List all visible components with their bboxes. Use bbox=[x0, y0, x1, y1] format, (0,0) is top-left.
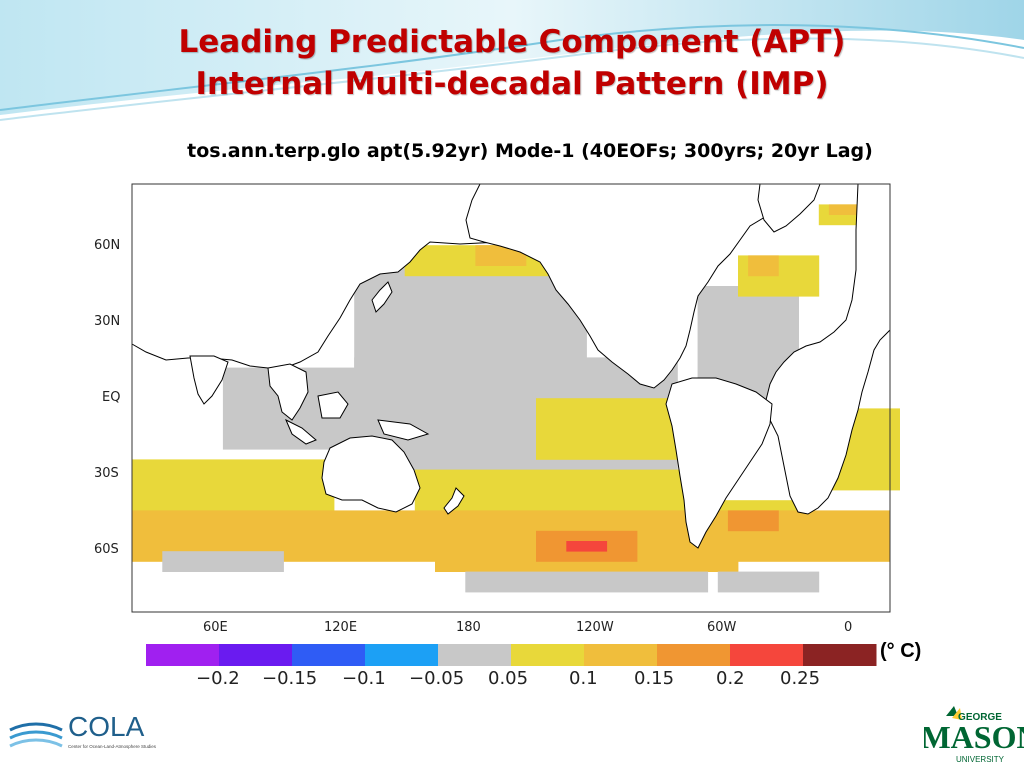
north-america-landmass bbox=[465, 183, 801, 389]
lon-label-60e: 60E bbox=[203, 620, 228, 635]
sst-cell bbox=[566, 541, 608, 552]
colorbar-swatch bbox=[292, 644, 366, 666]
colorbar-label-7: 0.15 bbox=[634, 668, 675, 689]
colorbar-swatch bbox=[584, 644, 658, 666]
lat-label-30n: 30N bbox=[94, 314, 121, 329]
lat-label-30s: 30S bbox=[94, 466, 119, 481]
australia-landmass bbox=[321, 435, 421, 513]
lon-label-120w: 120W bbox=[576, 620, 614, 635]
colorbar-swatch bbox=[730, 644, 804, 666]
lat-label-60n: 60N bbox=[94, 238, 121, 253]
colorbar-label-3: −0.1 bbox=[342, 668, 386, 689]
colorbar-swatch bbox=[219, 644, 293, 666]
slide-footer bbox=[0, 690, 1024, 768]
colorbar-swatch bbox=[803, 644, 877, 666]
sst-cell bbox=[717, 571, 820, 593]
sst-cell bbox=[828, 204, 870, 215]
colorbar-swatch bbox=[146, 644, 220, 666]
lat-label-eq: EQ bbox=[102, 390, 121, 405]
map-subtitle: tos.ann.terp.glo apt(5.92yr) Mode-1 (40E… bbox=[187, 140, 873, 162]
sst-cell bbox=[354, 265, 587, 368]
colorbar-swatch bbox=[438, 644, 512, 666]
lat-label-60s: 60S bbox=[94, 542, 119, 557]
cola-logo-subtext: Center for Ocean-Land-Atmosphere Studies bbox=[68, 744, 157, 749]
lon-label-0: 0 bbox=[844, 620, 853, 635]
japan-landmass bbox=[371, 281, 393, 313]
colorbar-label-4: −0.05 bbox=[409, 668, 465, 689]
map-border bbox=[131, 183, 891, 613]
borneo-landmass bbox=[317, 391, 349, 419]
colorbar-label-8: 0.2 bbox=[716, 668, 745, 689]
colorbar-label-5: 0.05 bbox=[488, 668, 529, 689]
slide-title-line1: Leading Predictable Component (APT) bbox=[178, 24, 846, 60]
colorbar-swatch bbox=[511, 644, 585, 666]
gmu-logo-bottom: UNIVERSITY bbox=[956, 755, 1005, 764]
header-wave-decoration bbox=[0, 0, 1024, 121]
gmu-logo-main: MASON bbox=[924, 719, 1024, 755]
new-zealand-landmass bbox=[443, 487, 465, 515]
greenland-landmass bbox=[757, 183, 821, 233]
sumatra-landmass bbox=[285, 418, 317, 445]
sst-cell bbox=[536, 398, 678, 460]
india-landmass bbox=[189, 355, 229, 405]
colorbar-swatch bbox=[365, 644, 439, 666]
cola-logo: COLA Center for Ocean-Land-Atmosphere St… bbox=[9, 711, 157, 749]
sst-cell bbox=[465, 571, 709, 593]
colorbar-label-6: 0.1 bbox=[569, 668, 598, 689]
africa-landmass bbox=[765, 183, 891, 515]
cola-logo-text: COLA bbox=[68, 711, 145, 742]
sst-cell bbox=[748, 255, 779, 277]
gmu-logo-top: GEORGE bbox=[958, 712, 1002, 723]
colorbar-label-9: 0.25 bbox=[780, 668, 821, 689]
sst-cell bbox=[162, 551, 284, 572]
new-guinea-landmass bbox=[377, 419, 430, 441]
colorbar-label-2: −0.15 bbox=[262, 668, 318, 689]
indochina-landmass bbox=[267, 363, 309, 421]
lon-label-120e: 120E bbox=[324, 620, 358, 635]
colorbar-label-1: −0.2 bbox=[196, 668, 240, 689]
gmu-logo: GEORGE MASON UNIVERSITY bbox=[924, 706, 1024, 764]
slide-title-line2: Internal Multi-decadal Pattern (IMP) bbox=[195, 66, 829, 102]
lon-label-60w: 60W bbox=[707, 620, 737, 635]
sst-cell bbox=[727, 510, 779, 532]
south-america-landmass bbox=[665, 377, 773, 549]
lon-label-180: 180 bbox=[456, 620, 481, 635]
colorbar-unit: (° C) bbox=[880, 640, 922, 662]
colorbar-swatch bbox=[657, 644, 731, 666]
